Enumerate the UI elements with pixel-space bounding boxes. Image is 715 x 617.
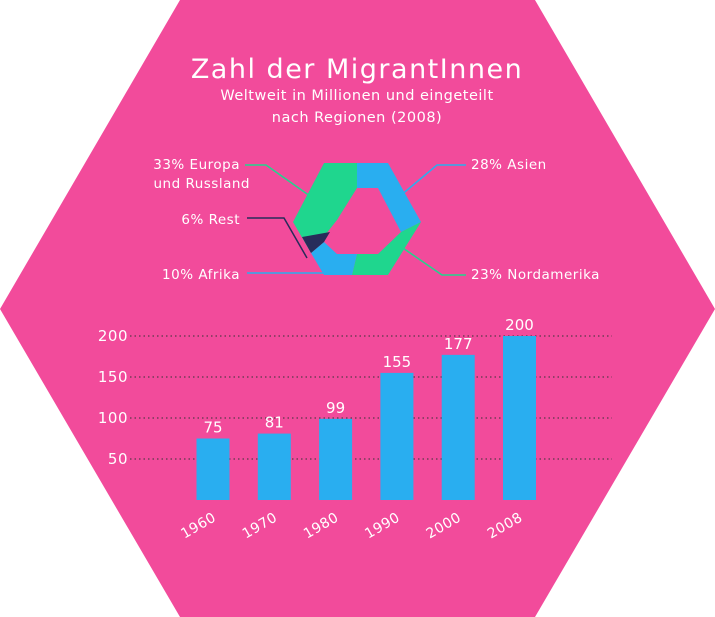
chart-subtitle-line-2: nach Regionen (2008) xyxy=(272,110,442,126)
donut-slice-nordamerika xyxy=(352,222,421,275)
bar-1960 xyxy=(196,438,230,500)
donut-label-asien: 28% Asien xyxy=(471,157,547,173)
bar-1990 xyxy=(380,372,414,500)
bar-value-label: 99 xyxy=(326,399,345,417)
bar-2008 xyxy=(503,336,536,500)
donut-slice-europa xyxy=(293,163,357,253)
y-tick-label: 100 xyxy=(98,409,128,427)
donut-slice-rest xyxy=(302,232,330,253)
chart-title: Zahl der MigrantInnen xyxy=(191,54,523,85)
donut-label-europa-line-1: 33% Europa xyxy=(153,157,240,173)
y-tick-label: 150 xyxy=(98,368,128,386)
donut-label-europa-line-2: und Russland xyxy=(153,176,250,192)
bar-value-label: 200 xyxy=(505,316,534,334)
bar-value-label: 75 xyxy=(203,419,222,437)
bar-value-label: 155 xyxy=(383,353,412,371)
donut-slice-afrika xyxy=(311,242,357,275)
donut-label-rest: 6% Rest xyxy=(181,212,240,228)
leader-line-asien xyxy=(399,164,466,197)
y-tick-label: 50 xyxy=(108,450,128,468)
leader-line-europa xyxy=(245,164,311,197)
donut-label-nordamerika: 23% Nordamerika xyxy=(471,267,600,283)
donut-slice-asien xyxy=(357,163,421,232)
region-donut-chart: 33% Europa und Russland 28% Asien 6% Res… xyxy=(153,157,600,283)
bar-2000 xyxy=(441,354,475,500)
bar-chart-bars xyxy=(196,336,536,500)
leader-line-rest xyxy=(247,217,308,259)
y-tick-label: 200 xyxy=(98,327,128,345)
bar-value-label: 81 xyxy=(265,414,284,432)
bar-value-label: 177 xyxy=(444,335,473,353)
bar-1970 xyxy=(257,433,291,500)
donut-label-afrika: 10% Afrika xyxy=(162,267,240,283)
chart-subtitle-line-1: Weltweit in Millionen und eingeteilt xyxy=(220,88,493,104)
bar-1980 xyxy=(319,418,353,500)
bar-chart-y-axis: 50 100 150 200 xyxy=(98,327,128,468)
leader-line-nordamerika xyxy=(399,245,466,276)
bar-chart-value-labels: 75 81 99 155 177 200 xyxy=(203,316,533,437)
